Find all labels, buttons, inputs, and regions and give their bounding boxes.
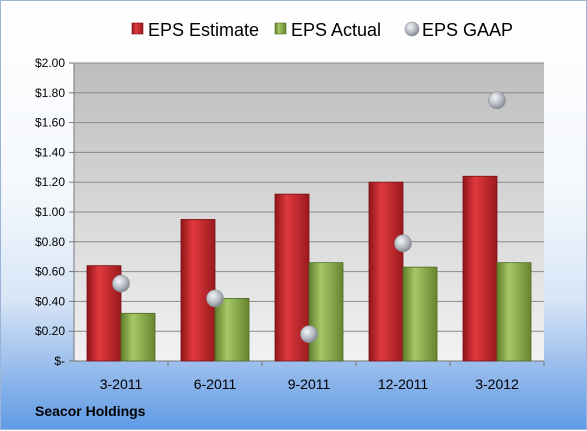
legend-eps-gaap-swatch [404, 21, 420, 37]
x-tick-label: 3-2011 [100, 376, 143, 392]
y-tick-label: $0.80 [35, 235, 65, 249]
bar-eps-actual [496, 262, 532, 362]
y-tick-label: $0.60 [35, 265, 65, 279]
legend-eps-estimate-swatch [131, 22, 144, 35]
legend-eps-estimate-label: EPS Estimate [148, 20, 259, 40]
point-eps-gaap [112, 274, 130, 293]
bar-eps-actual [120, 312, 156, 362]
y-axis: $- $0.20 $0.40 $0.60 $0.80 $1.00 $1.20 $1.40 $1.… [35, 56, 75, 368]
y-tick-label: $2.00 [35, 56, 65, 70]
legend-eps-actual-swatch [274, 22, 287, 35]
bar-eps-actual [214, 298, 250, 362]
bar-eps-actual [402, 266, 438, 362]
point-eps-gaap [300, 325, 318, 343]
y-tick-label: $1.00 [35, 205, 65, 219]
gaap-points [112, 91, 506, 343]
bar-eps-estimate [180, 219, 216, 362]
bars [86, 175, 532, 362]
bar-eps-estimate [368, 181, 404, 362]
bar-eps-actual [308, 262, 344, 362]
y-tick-label: $0.20 [35, 324, 65, 338]
y-tick-label: $1.80 [35, 86, 65, 100]
x-tick-label: 6-2011 [194, 376, 237, 392]
x-axis: 3-2011 6-2011 9-2011 12-2011 3-2012 [100, 361, 545, 392]
y-tick-label: $1.20 [35, 175, 65, 189]
company-name: Seacor Holdings [35, 403, 146, 419]
y-tick-label: $1.60 [35, 116, 65, 130]
legend: EPS Estimate EPS Actual EPS GAAP [131, 20, 513, 40]
x-tick-label: 3-2012 [475, 376, 519, 392]
y-tick-label: $- [54, 354, 65, 368]
x-tick-label: 12-2011 [378, 376, 429, 392]
point-eps-gaap [206, 289, 224, 308]
y-tick-label: $0.40 [35, 294, 65, 308]
x-tick-label: 9-2011 [288, 376, 331, 392]
point-eps-gaap [394, 234, 412, 253]
legend-eps-actual-label: EPS Actual [291, 20, 381, 40]
y-tick-label: $1.40 [35, 145, 65, 159]
point-eps-gaap [488, 91, 506, 110]
bar-eps-estimate [462, 175, 498, 362]
legend-eps-gaap-label: EPS GAAP [422, 20, 513, 40]
